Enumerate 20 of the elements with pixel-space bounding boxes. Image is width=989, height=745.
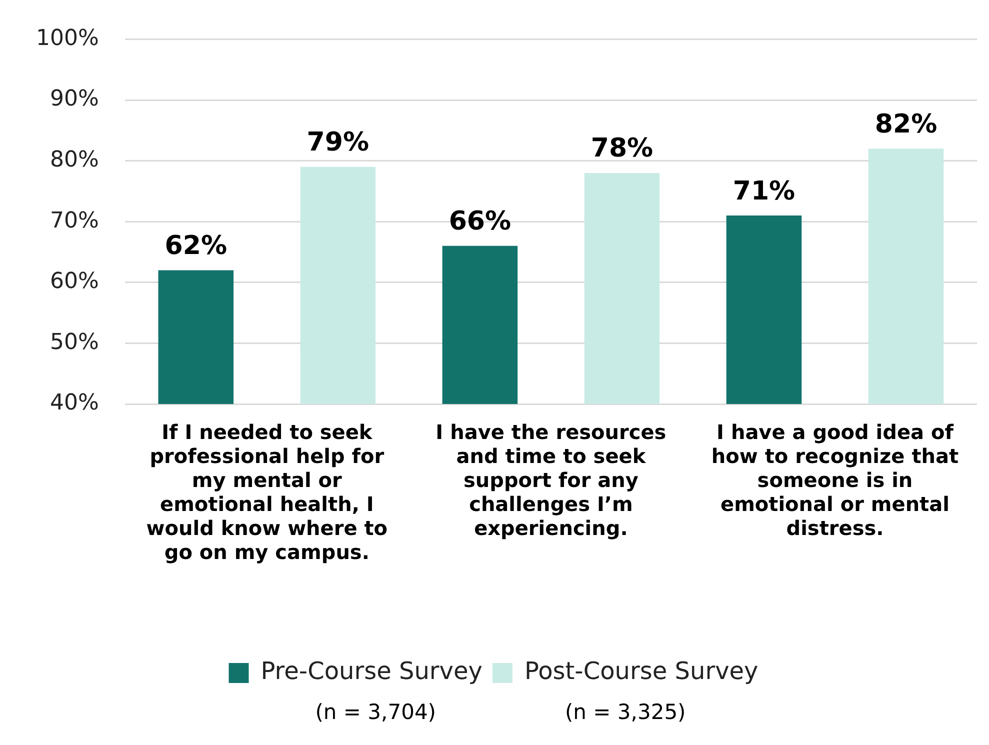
data-label: 82% — [874, 109, 938, 140]
y-tick-label: 70% — [50, 208, 99, 234]
legend-label: Post-Course Survey — [524, 657, 758, 686]
x-tick-label: I have a good idea of how to recognize that someone is in emotional or mental distress. — [711, 420, 959, 540]
data-label: 78% — [590, 134, 654, 164]
y-tick-label: 80% — [50, 148, 99, 173]
legend-label: Pre-Course Survey — [260, 657, 482, 686]
x-tick-label: If I needed to seek professional help for my mental or emotional health, I would know where to go on my campus. — [146, 420, 388, 564]
x-tick-label: I have the resources and time to seek support for any challenges I’m experiencing. — [436, 420, 666, 540]
data-label: 71% — [732, 176, 796, 206]
text: (n = 3,704) — [315, 700, 436, 724]
data-label: 62% — [164, 230, 228, 261]
text: (n = 3,325) — [564, 700, 686, 724]
y-tick-label: 40% — [50, 390, 99, 416]
y-tick-label: 50% — [50, 330, 99, 355]
data-label: 79% — [306, 128, 370, 158]
y-tick-label: 90% — [50, 86, 99, 112]
y-tick-label: 100% — [36, 26, 99, 51]
y-tick-label: 60% — [50, 269, 99, 294]
data-label: 66% — [448, 206, 512, 237]
